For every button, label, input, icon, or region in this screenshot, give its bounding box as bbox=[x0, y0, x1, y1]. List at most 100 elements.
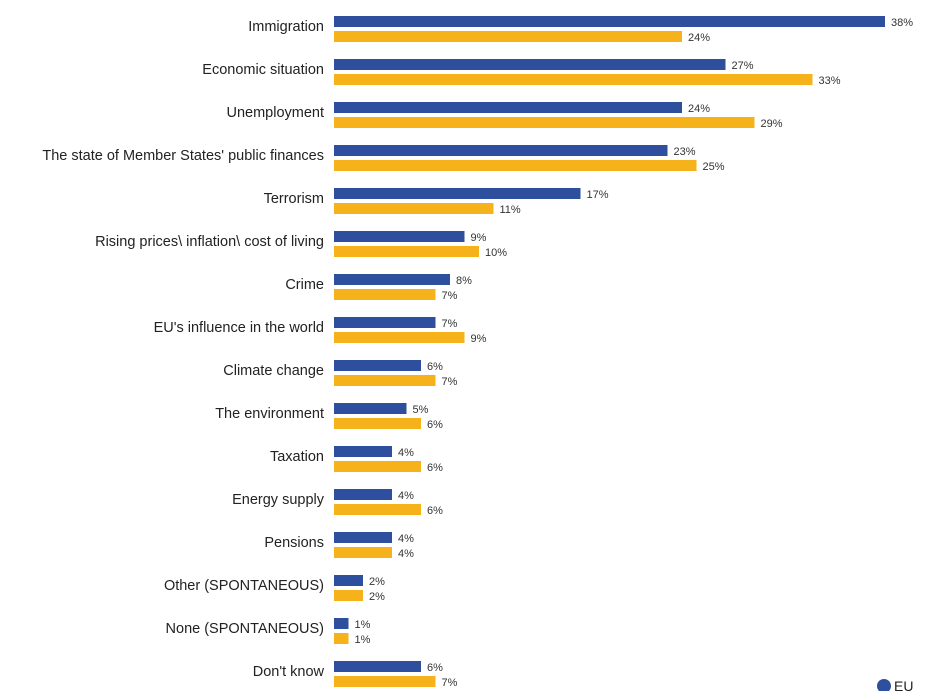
bar-series-2 bbox=[334, 418, 421, 429]
data-label: 1% bbox=[355, 634, 371, 646]
data-label: 9% bbox=[471, 333, 487, 345]
category-label: Unemployment bbox=[226, 105, 324, 121]
chart-row: Climate change 6% 7% bbox=[223, 360, 458, 388]
bar-series-2 bbox=[334, 590, 363, 601]
data-label: 6% bbox=[427, 662, 443, 674]
category-label: Economic situation bbox=[202, 62, 324, 78]
chart-row: None (SPONTANEOUS) 1% 1% bbox=[166, 618, 371, 646]
data-label: 4% bbox=[398, 490, 414, 502]
data-label: 7% bbox=[442, 318, 458, 330]
data-label: 7% bbox=[442, 290, 458, 302]
data-label: 10% bbox=[485, 247, 507, 259]
data-label: 6% bbox=[427, 462, 443, 474]
bar-series-1 bbox=[334, 317, 436, 328]
bar-series-1 bbox=[334, 102, 682, 113]
data-label: 4% bbox=[398, 548, 414, 560]
data-label: 9% bbox=[471, 232, 487, 244]
bar-series-1 bbox=[334, 403, 407, 414]
chart-row: Don't know 6% 7% bbox=[253, 661, 458, 689]
data-label: 4% bbox=[398, 447, 414, 459]
bar-series-2 bbox=[334, 461, 421, 472]
category-label: Terrorism bbox=[264, 191, 324, 207]
data-label: 8% bbox=[456, 275, 472, 287]
bar-series-1 bbox=[334, 145, 668, 156]
chart-row: Terrorism 17% 11% bbox=[264, 188, 609, 216]
bar-series-1 bbox=[334, 360, 421, 371]
bar-series-1 bbox=[334, 446, 392, 457]
bars-layer: Immigration 38% 24% Economic situation 27% 33… bbox=[42, 16, 913, 689]
bar-series-2 bbox=[334, 203, 494, 214]
legend-marker bbox=[877, 679, 891, 691]
bar-series-2 bbox=[334, 289, 436, 300]
chart-row: Other (SPONTANEOUS) 2% 2% bbox=[164, 575, 385, 603]
bar-series-1 bbox=[334, 16, 885, 27]
bar-series-2 bbox=[334, 504, 421, 515]
chart-row: Unemployment 24% 29% bbox=[226, 102, 783, 130]
bar-series-1 bbox=[334, 532, 392, 543]
data-label: 11% bbox=[500, 204, 521, 216]
data-label: 27% bbox=[732, 60, 754, 72]
category-label: None (SPONTANEOUS) bbox=[166, 621, 324, 637]
bar-series-2 bbox=[334, 547, 392, 558]
data-label: 17% bbox=[587, 189, 609, 201]
category-label: Climate change bbox=[223, 363, 324, 379]
data-label: 23% bbox=[674, 146, 696, 158]
chart-row: Energy supply 4% 6% bbox=[232, 489, 443, 517]
data-label: 25% bbox=[703, 161, 725, 173]
chart-row: Economic situation 27% 33% bbox=[202, 59, 841, 87]
data-label: 7% bbox=[442, 677, 458, 689]
category-label: Pensions bbox=[264, 535, 324, 551]
data-label: 6% bbox=[427, 419, 443, 431]
bar-series-1 bbox=[334, 489, 392, 500]
bar-series-1 bbox=[334, 274, 450, 285]
bar-series-2 bbox=[334, 375, 436, 386]
data-label: 5% bbox=[413, 404, 429, 416]
chart-row: EU's influence in the world 7% 9% bbox=[154, 317, 487, 345]
bar-series-2 bbox=[334, 31, 682, 42]
category-label: Don't know bbox=[253, 664, 325, 680]
chart-row: Rising prices\ inflation\ cost of living… bbox=[95, 231, 507, 259]
bar-series-2 bbox=[334, 74, 813, 85]
data-label: 29% bbox=[761, 118, 783, 130]
category-label: EU's influence in the world bbox=[154, 320, 324, 336]
chart-row: The state of Member States' public finan… bbox=[42, 145, 725, 173]
category-label: The state of Member States' public finan… bbox=[42, 148, 324, 164]
bar-series-2 bbox=[334, 633, 349, 644]
bar-series-2 bbox=[334, 332, 465, 343]
chart-row: Crime 8% 7% bbox=[285, 274, 472, 302]
chart-row: The environment 5% 6% bbox=[215, 403, 443, 431]
category-label: Rising prices\ inflation\ cost of living bbox=[95, 234, 324, 250]
category-label: Crime bbox=[285, 277, 324, 293]
data-label: 24% bbox=[688, 32, 710, 44]
bar-series-1 bbox=[334, 575, 363, 586]
bar-series-2 bbox=[334, 160, 697, 171]
legend-label: EU bbox=[894, 678, 913, 691]
data-label: 2% bbox=[369, 591, 385, 603]
legend: EU bbox=[877, 678, 913, 691]
category-label: Taxation bbox=[270, 449, 324, 465]
bar-series-1 bbox=[334, 59, 726, 70]
data-label: 6% bbox=[427, 361, 443, 373]
data-label: 6% bbox=[427, 505, 443, 517]
chart-row: Pensions 4% 4% bbox=[264, 532, 414, 560]
data-label: 2% bbox=[369, 576, 385, 588]
chart-row: Immigration 38% 24% bbox=[248, 16, 913, 44]
category-label: Other (SPONTANEOUS) bbox=[164, 578, 324, 594]
category-label: Energy supply bbox=[232, 492, 325, 508]
category-label: The environment bbox=[215, 406, 324, 422]
bar-series-1 bbox=[334, 618, 349, 629]
data-label: 4% bbox=[398, 533, 414, 545]
category-label: Immigration bbox=[248, 19, 324, 35]
chart-row: Taxation 4% 6% bbox=[270, 446, 443, 474]
bar-series-2 bbox=[334, 676, 436, 687]
bar-series-1 bbox=[334, 188, 581, 199]
bar-series-1 bbox=[334, 661, 421, 672]
data-label: 33% bbox=[819, 75, 841, 87]
data-label: 38% bbox=[891, 17, 913, 29]
bar-series-2 bbox=[334, 117, 755, 128]
bar-series-1 bbox=[334, 231, 465, 242]
data-label: 1% bbox=[355, 619, 371, 631]
data-label: 7% bbox=[442, 376, 458, 388]
data-label: 24% bbox=[688, 103, 710, 115]
